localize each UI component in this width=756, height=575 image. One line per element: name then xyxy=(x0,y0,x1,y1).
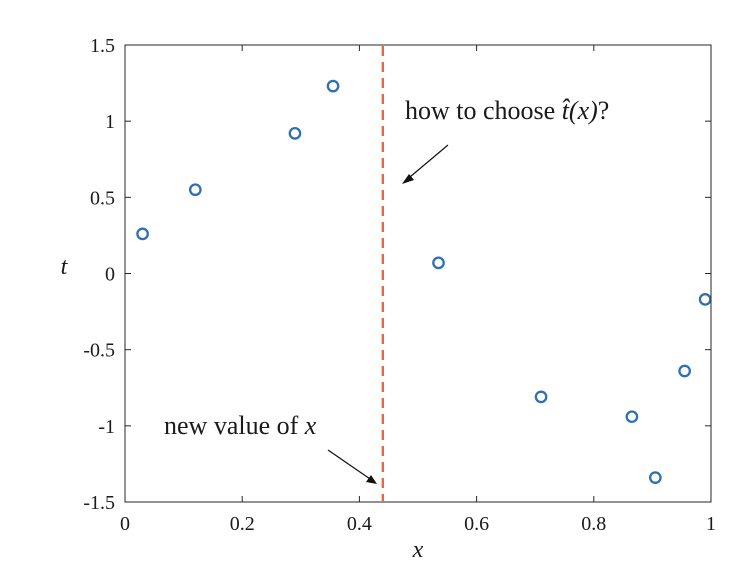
x-tick-label: 0.2 xyxy=(230,513,255,535)
x-axis-label: x xyxy=(412,537,424,563)
y-tick-label: 1 xyxy=(105,111,115,133)
y-axis-label: t xyxy=(61,254,69,280)
data-point xyxy=(432,256,445,270)
x-tick-label: 0.6 xyxy=(464,513,489,535)
annotation-how-to-choose-suffix: ? xyxy=(598,96,610,125)
data-point xyxy=(678,364,691,378)
x-tick-label: 1 xyxy=(706,513,716,535)
annotation-new-value-arrowhead xyxy=(366,475,377,484)
y-tick-label: 0 xyxy=(105,264,115,286)
data-point xyxy=(534,390,548,404)
annotation-new-value-prefix: new value of xyxy=(164,411,305,440)
annotation-how-to-choose-arrow-line xyxy=(403,144,449,183)
annotation-how-to-choose-arrowhead xyxy=(402,174,414,184)
annotation-new-value-math: x xyxy=(304,411,317,440)
y-tick-label: -0.5 xyxy=(83,340,115,362)
x-tick-label: 0.4 xyxy=(347,513,372,535)
data-point xyxy=(326,79,340,93)
data-point xyxy=(625,410,639,424)
annotation-how-to-choose-math: t̂(x) xyxy=(562,96,598,125)
data-point xyxy=(698,293,712,306)
x-tick-label: 0.8 xyxy=(581,513,606,535)
annotation-how-to-choose-text: how to choose t̂(x)? xyxy=(405,96,609,125)
x-tick-label: 0 xyxy=(120,513,130,535)
data-point xyxy=(188,183,202,197)
annotation-new-value: new value of x xyxy=(164,411,377,484)
data-point xyxy=(136,227,149,241)
plot-frame xyxy=(124,44,712,503)
annotation-new-value-arrow-line xyxy=(327,449,374,482)
annotation-how-to-choose-prefix: how to choose xyxy=(405,96,562,125)
y-tick-label: -1 xyxy=(98,416,115,438)
annotation-new-value-text: new value of x xyxy=(164,411,317,440)
y-tick-label: -1.5 xyxy=(83,492,115,514)
y-tick-label: 1.5 xyxy=(90,35,115,57)
data-point xyxy=(648,471,662,484)
data-point xyxy=(288,127,302,140)
marks-layer xyxy=(136,46,712,501)
annotation-how-to-choose: how to choose t̂(x)? xyxy=(402,96,609,184)
y-tick-label: 0.5 xyxy=(90,187,115,209)
plot-area-background xyxy=(125,45,711,502)
